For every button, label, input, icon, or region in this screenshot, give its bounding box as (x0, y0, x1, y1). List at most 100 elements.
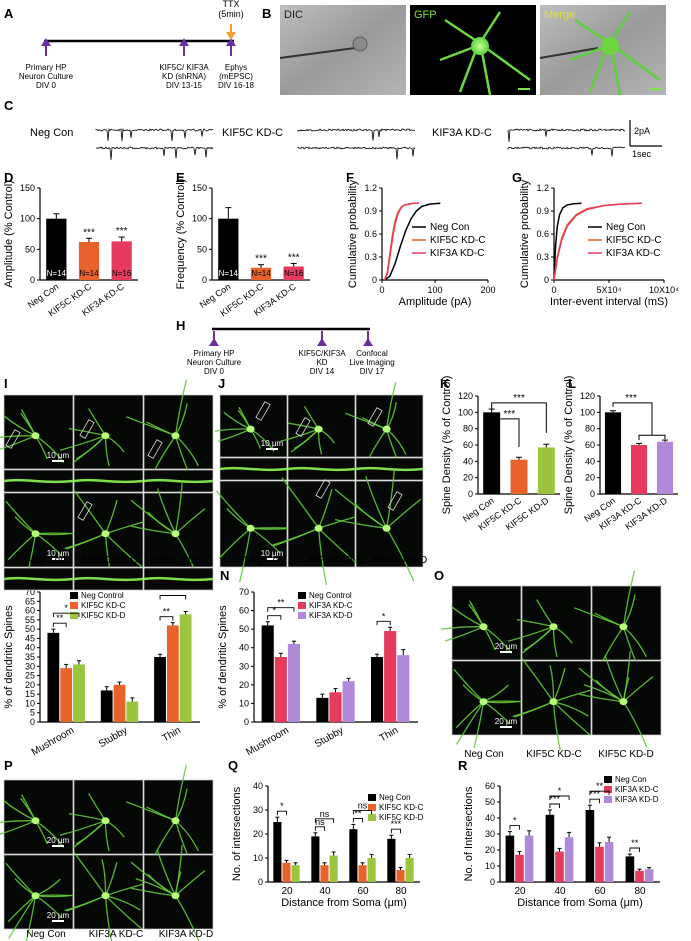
sig-bracket (52, 612, 80, 618)
chart-k-spine-density: 0 20 40 60 80 100 120 Spine Density (% of Contr… (441, 376, 560, 532)
sig-bracket-label: * (558, 786, 562, 796)
x-tick-label: 0 (379, 285, 384, 295)
legend-label: KIF5C KD-C (81, 601, 126, 610)
scalebar-label: 10 µm (261, 549, 284, 558)
y-tick-label: 0 (544, 275, 549, 285)
sig-bracket (159, 616, 174, 621)
grid-i-label-2: KIF5C KD-C (82, 555, 138, 566)
dendrite (272, 527, 319, 547)
panel-letter-r: R (458, 758, 468, 773)
dendrite (104, 895, 113, 941)
bar (261, 625, 274, 722)
legend-swatch (70, 592, 78, 599)
bar (635, 870, 644, 882)
dendrite (507, 626, 554, 642)
x-tick-label: 60 (594, 886, 606, 897)
chart-q-sholl: 0 10 20 30 40 No. of intersections 20 40 60 80Dis… (231, 781, 424, 909)
svg-text:KD: KD (316, 358, 327, 367)
x-tick-label: 40 (554, 886, 566, 897)
timeline-h: Primary HP Neuron Culture DIV 0 KIF5C/KI… (187, 327, 395, 376)
y-axis-label: % of dendritic Spines (3, 605, 15, 709)
panel-letter-i: I (4, 376, 8, 391)
trace-label-kif3a: KIF3A KD-C (432, 127, 492, 139)
soma (246, 524, 255, 532)
x-tick-label: Thin (160, 725, 182, 744)
timeline-a-end-3: DIV 16-18 (218, 81, 255, 90)
soma (314, 524, 323, 532)
sig-bracket-label: * (64, 603, 68, 613)
dendrite-zoom (355, 466, 424, 472)
y-tick-label: 40 (253, 781, 263, 791)
bar (47, 632, 60, 722)
soma (171, 432, 180, 440)
legend-label: KIF3A KD-D (615, 795, 659, 804)
y-tick-label: 0 (468, 489, 473, 499)
dendrite (59, 435, 106, 451)
sig-bracket-label: *** (391, 819, 402, 829)
y-tick-label: 0.6 (364, 229, 377, 239)
chart-f-amplitude-cdf: 0 0.3 0.6 0.9 1.2 0 100 200 Amplitude (pA) Cumula… (347, 179, 496, 308)
dendrite (174, 895, 200, 941)
timeline-a-arrow-mid (179, 38, 189, 56)
dendrite (334, 488, 387, 529)
grid-p-label-3: KIF3A KD-D (159, 929, 213, 940)
panel-letter-e: E (176, 170, 185, 185)
y-tick-label: 10 (239, 698, 249, 708)
micrograph-tile (3, 854, 74, 930)
scalebar (500, 651, 512, 653)
bar (510, 459, 528, 494)
bar (564, 837, 574, 882)
legend-swatch (604, 776, 612, 783)
sig-bracket (589, 790, 610, 796)
micrograph-tile (219, 480, 288, 568)
roi-box (5, 429, 21, 449)
y-tick-label: 20 (25, 680, 35, 690)
soma (246, 425, 255, 433)
panel-letter-p: P (4, 758, 13, 773)
y-tick-label: 150 (20, 183, 35, 193)
bar (73, 664, 85, 722)
bar (126, 701, 139, 722)
x-tick-label: Thin (378, 725, 400, 744)
sig-bracket-label: * (273, 606, 277, 616)
dendrite (573, 607, 624, 628)
sig-bracket-label: ** (56, 613, 64, 623)
dendrite (215, 490, 252, 529)
dendrite-zoom (3, 478, 74, 484)
significance-label: *** (83, 227, 95, 238)
y-tick-label: 25 (25, 671, 35, 681)
dendrite (8, 895, 37, 939)
legend-swatch (604, 796, 612, 803)
scalebar-label: 20 µm (47, 836, 70, 845)
y-tick-label: 60 (463, 440, 473, 450)
sig-bracket-label: *** (625, 393, 637, 404)
soma (479, 623, 488, 631)
timeline-h-arrow-end (363, 331, 373, 346)
y-tick-label: 1.2 (536, 183, 549, 193)
legend-label: Neg Con (379, 793, 411, 802)
svg-text:KIF5C/KIF3A: KIF5C/KIF3A (298, 349, 346, 358)
soma (31, 892, 40, 900)
panel-letter-g: G (512, 170, 522, 185)
n-label: N=14 (79, 269, 99, 278)
sig-bracket-label: * (382, 611, 386, 621)
bar (537, 447, 555, 494)
legend-label: KIF5C KD-C (430, 235, 486, 246)
y-tick-label: 10 (253, 853, 263, 863)
svg-text:Live Imaging: Live Imaging (349, 358, 394, 367)
x-axis-label: Amplitude (pA) (399, 296, 472, 308)
bar (60, 668, 73, 722)
sig-bracket-label: ** (277, 598, 285, 608)
trace-kif3a-2 (507, 146, 626, 157)
sig-bracket (491, 402, 547, 433)
series-line (383, 202, 420, 281)
traces-c: Neg Con KIF5C KD-C KIF3A KD-C 2pA 1sec (30, 120, 662, 160)
y-tick-label: 120 (580, 391, 595, 401)
bar (585, 810, 595, 882)
y-axis-label: % of dendritic Spines (217, 605, 229, 709)
dendrite (521, 657, 555, 703)
bar (367, 858, 376, 882)
bar (505, 835, 515, 882)
